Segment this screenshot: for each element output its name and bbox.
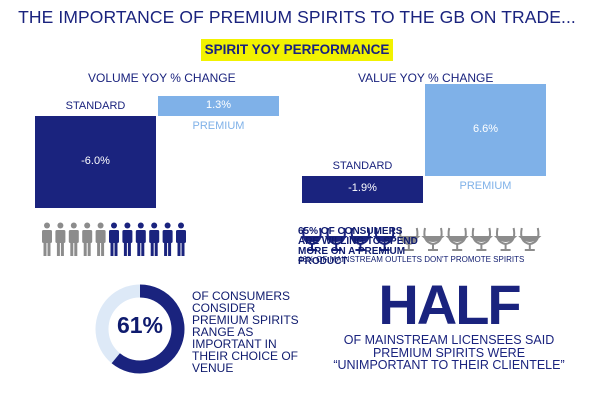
page-title: THE IMPORTANCE OF PREMIUM SPIRITS TO THE… <box>18 7 576 27</box>
person-icon <box>95 222 106 256</box>
snifter-glass-icon <box>372 227 397 251</box>
value-premium-label: PREMIUM <box>459 180 512 192</box>
person-icon <box>42 222 52 256</box>
snifter-glass-icon <box>445 227 469 251</box>
person-icon <box>109 222 119 256</box>
volume-premium-value: 1.3% <box>205 99 232 112</box>
snifter-glass-icon <box>493 227 518 251</box>
half-headline: HALF <box>378 273 521 336</box>
person-icon <box>135 222 146 256</box>
subtitle-banner: SPIRIT YOY PERFORMANCE <box>201 39 393 61</box>
value-standard-bar <box>302 176 423 203</box>
snifter-glass-icon <box>469 227 494 251</box>
snifter-glass-icon <box>397 227 421 251</box>
volume-standard-value: -6.0% <box>81 154 110 167</box>
value-standard-value: -1.9% <box>348 182 377 195</box>
volume-premium-bar <box>158 96 279 116</box>
volume-chart-title: VOLUME YOY % CHANGE <box>88 71 236 85</box>
snifter-glass-icon <box>300 227 324 251</box>
person-icon <box>176 222 186 256</box>
volume-premium-label: PREMIUM <box>192 120 245 132</box>
volume-standard-bar <box>35 116 156 208</box>
person-icon <box>149 222 160 256</box>
snifter-glass-icon <box>421 227 445 251</box>
glasses-stat-text: 46% OF MAINSTREAM OUTLETS DON'T PROMOTE … <box>298 255 525 264</box>
donut-stat-text: OF CONSUMERS CONSIDER PREMIUM SPIRITS RA… <box>192 289 299 375</box>
person-icon <box>162 222 173 256</box>
value-standard-label: STANDARD <box>332 160 393 172</box>
person-icon <box>55 222 66 256</box>
snifter-glass-icon <box>324 227 348 251</box>
person-icon <box>68 222 79 256</box>
person-icon <box>122 222 133 256</box>
donut-arc <box>111 284 185 374</box>
donut-percent-label: 61% <box>116 312 164 338</box>
volume-standard-label: STANDARD <box>65 100 126 112</box>
half-stat-text: OF MAINSTREAM LICENSEES SAID PREMIUM SPI… <box>333 333 565 372</box>
value-premium-value: 6.6% <box>472 122 499 135</box>
snifter-glass-icon <box>348 227 373 251</box>
person-icon <box>82 222 93 256</box>
people-stat-text: 65% OF CONSUMERS ARE WILLING TO SPEND MO… <box>298 226 418 267</box>
value-premium-bar <box>425 83 546 176</box>
value-chart-title: VALUE YOY % CHANGE <box>358 71 494 85</box>
snifter-glass-icon <box>518 227 542 251</box>
